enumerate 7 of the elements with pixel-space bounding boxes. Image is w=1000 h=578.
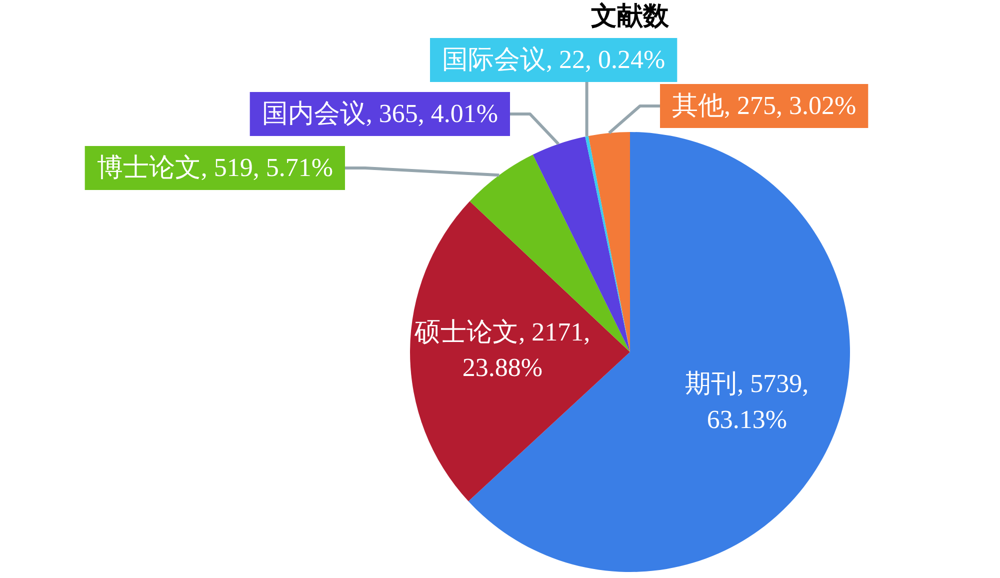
slice-label: 其他, 275, 3.02%: [672, 90, 856, 120]
slice-label: 国际会议, 22, 0.24%: [442, 44, 666, 74]
slice-label: 硕士论文, 2171, 23.88%: [414, 317, 590, 382]
slice-label: 博士论文, 519, 5.71%: [96, 152, 334, 182]
slice-label: 国内会议, 365, 4.01%: [262, 98, 498, 128]
chart-title: 文献数: [591, 2, 670, 31]
slice-label: 期刊, 5739, 63.13%: [685, 369, 809, 434]
